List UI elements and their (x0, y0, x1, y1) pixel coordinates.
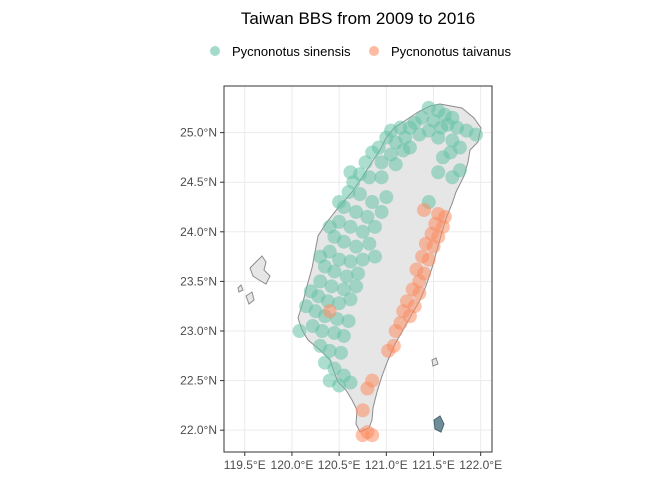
data-point (343, 254, 358, 269)
data-point (349, 279, 364, 294)
y-tick-label: 24.5°N (180, 175, 217, 189)
data-point (341, 314, 356, 329)
legend-key-taivanus (369, 46, 379, 56)
data-point (379, 190, 394, 205)
data-point (303, 284, 318, 299)
data-point (381, 343, 396, 358)
data-point (332, 296, 347, 311)
data-point (327, 264, 342, 279)
green-island (431, 357, 439, 367)
y-tick-label: 25.0°N (180, 126, 217, 140)
data-point (322, 304, 337, 319)
data-point (365, 145, 380, 160)
data-point (412, 127, 427, 142)
data-point (412, 286, 427, 301)
data-point (417, 202, 432, 217)
data-point (374, 155, 389, 170)
data-point (431, 165, 446, 180)
penghu-islands (237, 255, 271, 305)
x-tick-label: 121.0°E (365, 458, 408, 472)
data-point (299, 299, 314, 314)
data-point (332, 252, 347, 267)
axes: 119.5°E 120.0°E 120.5°E 121.0°E 121.5°E 122.0… (180, 126, 502, 472)
data-point (336, 282, 351, 297)
data-point (367, 219, 382, 234)
x-tick-label: 120.0°E (271, 458, 314, 472)
data-point (341, 185, 356, 200)
data-point (336, 328, 351, 343)
data-point (421, 252, 436, 267)
data-point (332, 378, 347, 393)
data-point (324, 279, 339, 294)
y-tick-label: 22.5°N (180, 374, 217, 388)
y-tick-label: 23.5°N (180, 274, 217, 288)
data-point (352, 187, 367, 202)
data-point (362, 170, 377, 185)
series-1 (322, 202, 452, 443)
chart-title: Taiwan BBS from 2009 to 2016 (241, 9, 475, 28)
data-point (360, 209, 375, 224)
x-tick-label: 121.5°E (412, 458, 455, 472)
x-tick-label: 122.0°E (459, 458, 502, 472)
data-point (402, 140, 417, 155)
data-point (355, 403, 370, 418)
data-point (355, 224, 370, 239)
data-point (322, 219, 337, 234)
data-point (355, 252, 370, 267)
data-point (332, 195, 347, 210)
data-point (343, 165, 358, 180)
legend-key-sinensis (210, 46, 220, 56)
data-point (315, 323, 330, 338)
legend-label-sinensis: Pycnonotus sinensis (232, 44, 351, 59)
y-tick-label: 22.0°N (180, 423, 217, 437)
data-point (334, 345, 349, 360)
data-point (388, 157, 403, 172)
x-tick-label: 120.5°E (318, 458, 361, 472)
legend: Pycnonotus sinensis Pycnonotus taivanus (210, 44, 511, 59)
data-point (358, 155, 373, 170)
data-point (349, 204, 364, 219)
y-tick-label: 24.0°N (180, 225, 217, 239)
data-point (379, 130, 394, 145)
data-point (431, 130, 446, 145)
data-point (374, 204, 389, 219)
data-point (322, 343, 337, 358)
data-point (313, 249, 328, 264)
data-point (445, 170, 460, 185)
data-point (292, 323, 307, 338)
data-point (426, 239, 441, 254)
data-point (313, 274, 328, 289)
series-0 (292, 100, 483, 393)
x-tick-label: 119.5°E (224, 458, 266, 472)
data-point (349, 239, 364, 254)
data-point (339, 269, 354, 284)
data-point (343, 292, 358, 307)
points (292, 100, 483, 443)
data-point (435, 150, 450, 165)
data-point (343, 375, 358, 390)
orchid-island (433, 415, 445, 433)
data-point (365, 195, 380, 210)
data-point (468, 127, 483, 142)
data-point (367, 249, 382, 264)
data-point (351, 266, 365, 281)
data-point (365, 428, 380, 443)
data-point (362, 236, 377, 251)
data-point (343, 219, 358, 234)
data-point (388, 323, 403, 338)
data-point (374, 170, 389, 185)
data-point (336, 234, 351, 249)
data-point (360, 381, 375, 396)
legend-label-taivanus: Pycnonotus taivanus (391, 44, 511, 59)
y-tick-label: 23.0°N (180, 324, 217, 338)
panel-border (223, 85, 493, 453)
